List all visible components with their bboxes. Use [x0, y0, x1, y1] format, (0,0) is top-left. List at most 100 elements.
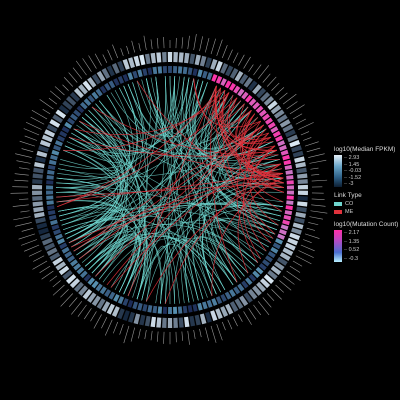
mutation-tick: 0.52	[344, 247, 360, 253]
link-type-me: ME	[334, 208, 398, 216]
gene-label-tick	[49, 90, 61, 100]
co-link	[119, 76, 176, 137]
mutation-cell	[53, 229, 62, 236]
fpkm-cell	[220, 63, 229, 74]
gene-label-tick	[131, 40, 135, 53]
gene-label-tick	[21, 227, 34, 232]
mutation-cell	[255, 266, 264, 275]
fpkm-cell	[34, 211, 45, 219]
fpkm-cell	[87, 292, 97, 303]
mutation-cell	[252, 101, 260, 110]
gene-label-tick	[300, 244, 315, 252]
mutation-cell	[48, 214, 57, 221]
fpkm-cell	[297, 184, 308, 190]
gene-label-tick	[310, 210, 328, 214]
mutation-cell	[264, 255, 273, 263]
fpkm-cell	[295, 211, 306, 219]
mutation-cell	[91, 280, 99, 289]
mutation-cell	[211, 298, 218, 307]
fpkm-cell	[91, 73, 101, 85]
mutation-cell	[56, 135, 65, 142]
co-link	[57, 206, 126, 277]
fpkm-cell	[273, 261, 285, 271]
mutation-cell	[73, 109, 82, 117]
co-link	[110, 237, 234, 288]
mutation-cell	[99, 85, 107, 94]
gene-label-tick	[232, 317, 238, 327]
mutation-cell	[187, 67, 193, 75]
fpkm-cell	[62, 270, 73, 280]
fpkm-cell	[73, 87, 84, 99]
mutation-cell	[70, 259, 78, 267]
fpkm-cell	[82, 289, 93, 300]
mutation-cell	[202, 301, 208, 310]
mutation-cell	[215, 75, 223, 84]
mutation-cell	[262, 259, 270, 267]
gene-label-tick	[107, 49, 113, 61]
gene-label-tick	[304, 233, 320, 239]
mutation-cell	[177, 306, 183, 314]
fpkm-cell	[82, 80, 93, 91]
mutation-cell	[142, 68, 148, 76]
gene-label-tick	[216, 324, 223, 341]
gene-label-tick	[248, 308, 257, 320]
mutation-cell	[67, 255, 76, 263]
me-link	[242, 145, 276, 260]
gene-label-tick	[289, 265, 301, 273]
me-link	[249, 145, 279, 226]
me-link	[241, 113, 280, 160]
co-link	[56, 82, 208, 188]
mutation-cell	[275, 135, 284, 142]
me-link	[249, 136, 282, 166]
co-link	[66, 79, 199, 239]
gene-label-tick	[304, 141, 319, 147]
me-link	[106, 124, 264, 286]
mutation-cell	[47, 169, 55, 175]
fpkm-cell	[273, 109, 285, 119]
fpkm-cell	[38, 227, 49, 235]
mutation-cell	[258, 263, 267, 271]
me-link	[241, 117, 277, 154]
me-link	[145, 173, 283, 302]
gene-label-tick	[306, 147, 321, 153]
fpkm-cell	[210, 58, 218, 70]
gene-label-tick	[138, 43, 141, 52]
fpkm-cell	[210, 310, 218, 322]
mutation-cell	[264, 117, 273, 125]
gene-label-tick	[15, 153, 32, 158]
gene-label-tick	[289, 104, 305, 115]
gene-label-tick	[21, 148, 34, 153]
fpkm-cell	[32, 173, 43, 179]
gene-label-tick	[302, 137, 312, 141]
mutation-cell	[162, 66, 167, 74]
mutation-cell	[46, 190, 54, 195]
fpkm-cell	[296, 167, 307, 174]
fpkm-cell	[117, 60, 125, 72]
gene-label-tick	[28, 250, 42, 257]
mutation-cell	[272, 242, 281, 250]
mutation-cell	[206, 299, 213, 308]
mutation-cell	[272, 130, 281, 138]
gene-label-tick	[275, 87, 285, 96]
me-label: ME	[345, 209, 354, 215]
gene-label-tick	[72, 67, 83, 79]
fpkm-cell	[69, 91, 80, 102]
gene-label-tick	[282, 275, 295, 285]
mutation-cell	[108, 291, 116, 300]
mutation-cell	[286, 175, 294, 180]
mutation-cell	[275, 238, 284, 245]
co-label: CO	[345, 201, 354, 207]
me-swatch-icon	[334, 210, 342, 214]
fpkm-cell	[156, 317, 162, 328]
gene-label-tick	[143, 35, 147, 51]
gene-label-tick	[19, 140, 36, 147]
co-link	[188, 80, 213, 297]
fpkm-cell	[205, 311, 212, 323]
fpkm-cell	[270, 265, 282, 276]
fpkm-cell	[44, 242, 56, 251]
mutation-cell	[286, 180, 294, 185]
co-link	[136, 78, 194, 300]
gene-label-tick	[286, 270, 301, 281]
mutation-cell	[252, 270, 260, 279]
fpkm-cell	[58, 104, 70, 115]
